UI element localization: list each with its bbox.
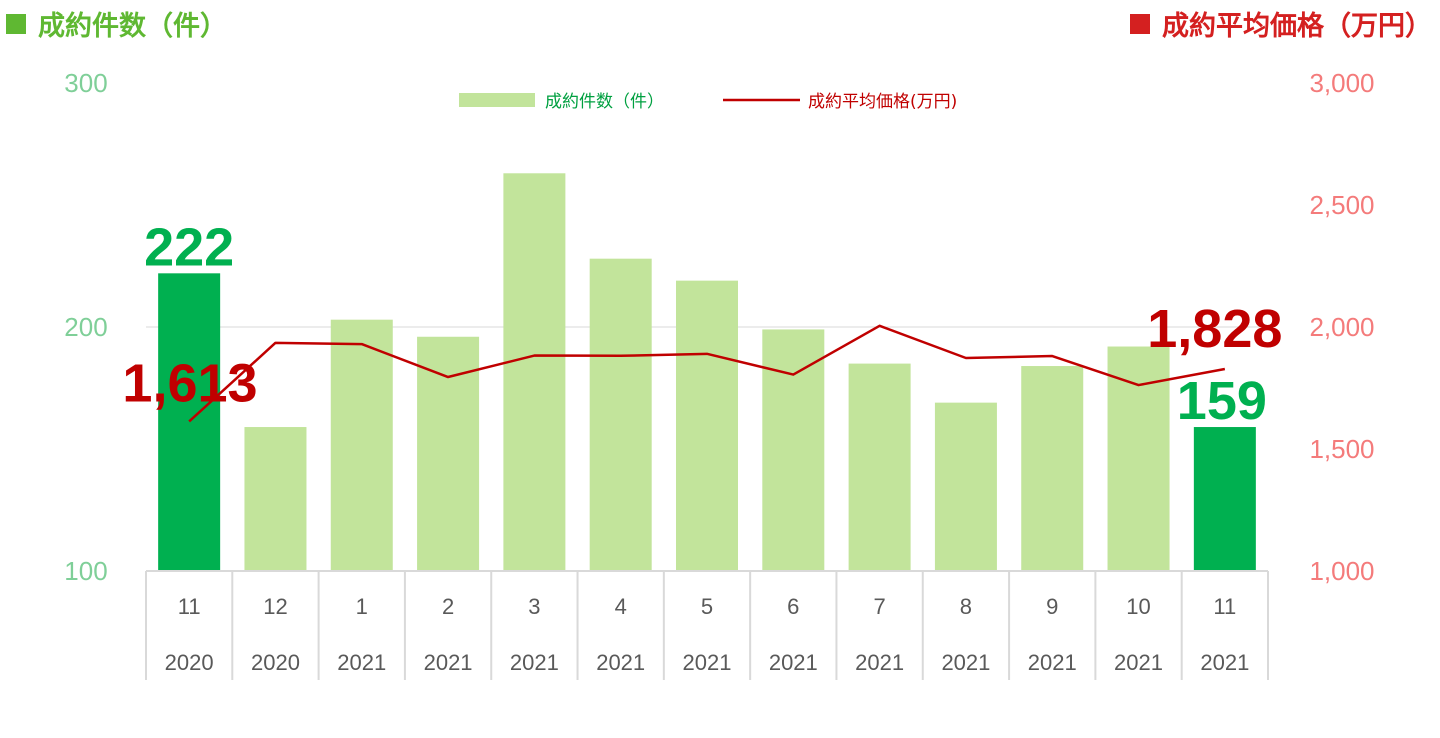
data-label: 222: [144, 217, 234, 277]
right-tick-label: 2,500: [1309, 190, 1374, 220]
year-tick-label: 2021: [1114, 650, 1163, 675]
green-square-icon: [6, 13, 26, 34]
year-tick-label: 2021: [510, 650, 559, 675]
data-label: 1,828: [1147, 299, 1282, 359]
legend-line-label: 成約平均価格(万円): [808, 92, 957, 112]
bar-series: [158, 173, 1256, 571]
left-axis-title: 成約件数（件）: [38, 11, 227, 42]
data-label: 159: [1177, 371, 1267, 431]
year-tick-label: 2021: [596, 650, 645, 675]
month-tick-label: 7: [873, 594, 885, 619]
right-tick-label: 1,500: [1309, 434, 1374, 464]
year-tick-label: 2021: [855, 650, 904, 675]
bar: [330, 319, 393, 571]
month-tick-label: 9: [1046, 594, 1058, 619]
bar: [158, 273, 221, 571]
right-axis-header: 成約平均価格（万円）: [1130, 4, 1432, 43]
year-tick-label: 2021: [683, 650, 732, 675]
left-tick-label: 300: [64, 68, 107, 98]
month-tick-label: 11: [178, 594, 201, 619]
year-tick-label: 2020: [165, 650, 214, 675]
month-tick-label: 8: [960, 594, 972, 619]
year-tick-label: 2021: [1200, 650, 1249, 675]
month-tick-label: 2: [442, 594, 454, 619]
year-tick-label: 2020: [251, 650, 300, 675]
line-series: [188, 324, 1226, 423]
data-label: 1,613: [122, 353, 257, 413]
bar: [244, 427, 307, 571]
bar: [589, 258, 652, 571]
data-labels: 222 159 1,613 1,828: [122, 217, 1282, 431]
year-tick-label: 2021: [337, 650, 386, 675]
month-tick-label: 10: [1126, 594, 1150, 619]
right-tick-label: 1,000: [1309, 556, 1374, 586]
month-tick-label: 5: [701, 594, 713, 619]
year-tick-label: 2021: [424, 650, 473, 675]
left-axis-header: 成約件数（件）: [6, 4, 227, 43]
month-tick-label: 11: [1213, 594, 1236, 619]
bar: [762, 329, 825, 571]
red-square-icon: [1130, 13, 1150, 34]
right-tick-label: 3,000: [1309, 68, 1374, 98]
bar: [503, 173, 566, 571]
legend-bar-label: 成約件数（件）: [545, 92, 664, 112]
legend: 成約件数（件） 成約平均価格(万円): [459, 92, 957, 112]
year-tick-label: 2021: [1028, 650, 1077, 675]
price-line: [188, 324, 1226, 423]
bar: [1021, 366, 1084, 571]
month-tick-label: 12: [263, 594, 287, 619]
year-tick-label: 2021: [769, 650, 818, 675]
month-tick-label: 6: [787, 594, 799, 619]
left-tick-label: 100: [64, 556, 107, 586]
left-tick-label: 200: [64, 312, 107, 342]
bar: [676, 280, 738, 571]
right-tick-label: 2,000: [1309, 312, 1374, 342]
bar: [1193, 427, 1256, 571]
bar: [934, 402, 997, 571]
month-tick-label: 4: [615, 594, 627, 619]
legend-bar-swatch: [459, 93, 535, 107]
right-axis-title: 成約平均価格（万円）: [1162, 11, 1432, 42]
year-tick-label: 2021: [941, 650, 990, 675]
bar: [848, 363, 911, 571]
month-tick-label: 1: [356, 594, 368, 619]
month-tick-label: 3: [528, 594, 540, 619]
